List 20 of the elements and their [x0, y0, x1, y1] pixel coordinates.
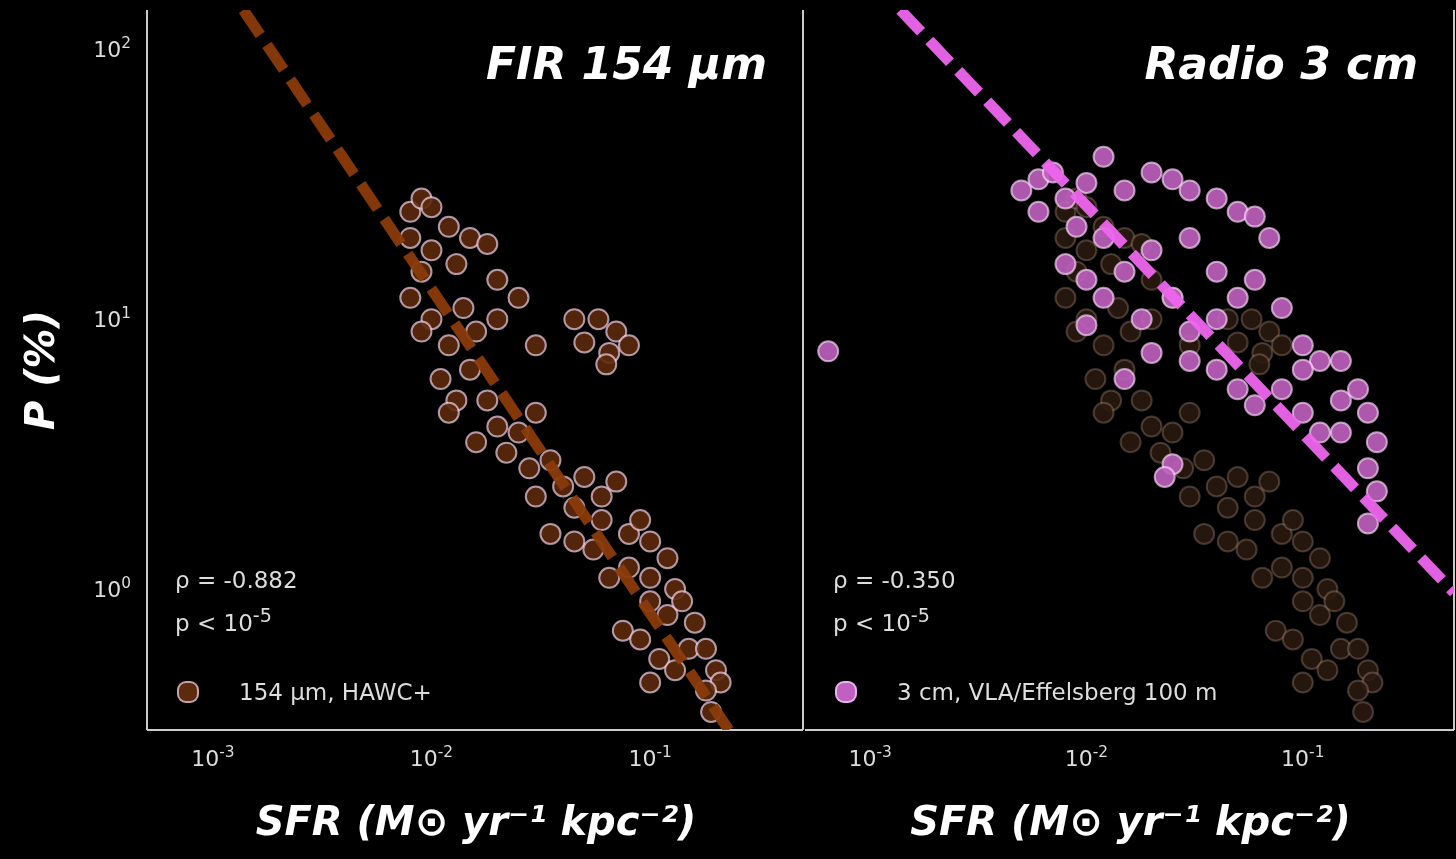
x-tick-label: 10$^{-3}$	[191, 743, 235, 771]
legend-label: 3 cm, VLA/Effelsberg 100 m	[897, 679, 1218, 705]
y-tick-label: 10$^{2}$	[93, 34, 131, 63]
y-axis-title: P (%)	[17, 310, 63, 430]
x-tick-label: 10$^{-2}$	[1064, 743, 1109, 771]
annotation: ρ = -0.350	[833, 566, 956, 595]
y-tick-label: 10$^{1}$	[93, 304, 131, 333]
legend-label: 154 μm, HAWC+	[239, 679, 432, 705]
x-axis-title: SFR (M⊙ yr⁻¹ kpc⁻²)	[909, 798, 1352, 844]
text: FIR 154 µm	[485, 38, 767, 89]
x-axis-title: SFR (M⊙ yr⁻¹ kpc⁻²)	[254, 798, 698, 844]
text: Radio 3 cm	[1144, 38, 1418, 89]
x-tick-label: 10$^{-1}$	[628, 743, 672, 771]
annotation: p < 10$^{-5}$	[175, 603, 273, 638]
annotation: p < 10$^{-5}$	[833, 603, 931, 638]
x-tick-label: 10$^{-3}$	[848, 743, 892, 771]
y-tick-label: 10$^{0}$	[93, 573, 131, 602]
x-tick-label: 10$^{-1}$	[1281, 743, 1325, 771]
x-tick-label: 10$^{-2}$	[409, 743, 454, 771]
annotation: ρ = -0.882	[175, 566, 298, 595]
